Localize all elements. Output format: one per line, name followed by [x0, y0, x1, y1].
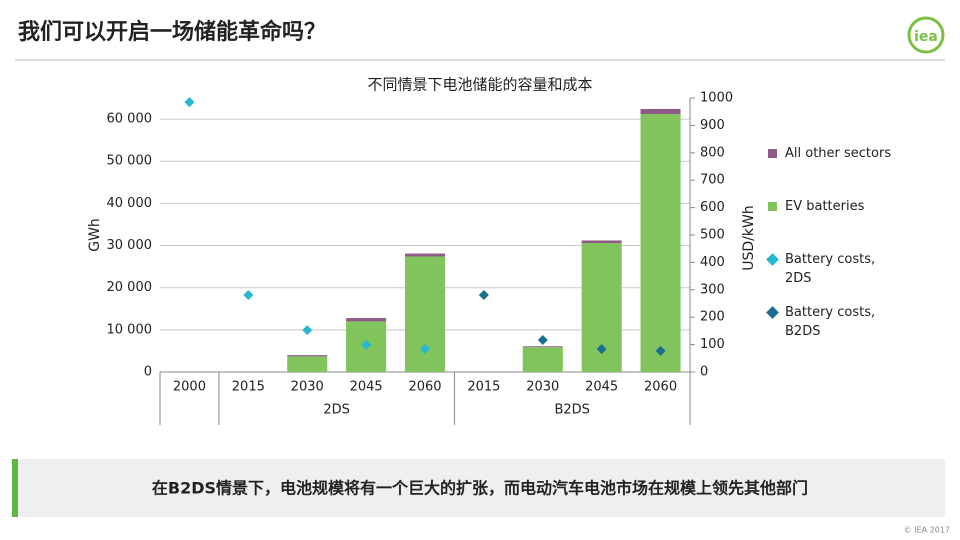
legend-label: Battery costs, B2DS: [785, 305, 876, 339]
cost-marker: [243, 290, 254, 301]
logo-ring: [907, 16, 945, 54]
bar: [404, 253, 446, 257]
bar: [346, 318, 387, 322]
y2-tick-label: 0: [700, 365, 708, 380]
legend-label: All other sectors: [785, 146, 892, 161]
copyright: © IEA 2017: [904, 526, 950, 535]
y2-tick-label: 200: [700, 310, 725, 325]
y2-tick-label: 500: [700, 228, 725, 243]
y2-tick-label: 600: [700, 200, 725, 215]
x-tick-label: 2030: [526, 380, 559, 395]
y2-tick-label: 700: [700, 173, 725, 188]
legend-label: Battery costs, 2DS: [785, 252, 876, 286]
y2-tick-label: 400: [700, 255, 725, 270]
legend-label: EV batteries: [785, 199, 865, 214]
y2-tick-label: 1000: [700, 91, 733, 106]
bar: [640, 108, 681, 115]
cost-marker: [184, 97, 195, 108]
y-tick-label: 50 000: [107, 154, 153, 169]
cost-marker: [302, 325, 313, 336]
x-tick-label: 2045: [350, 380, 383, 395]
bar: [287, 355, 328, 357]
cost-marker: [361, 339, 372, 350]
y2-tick-label: 900: [700, 118, 725, 133]
group-label: B2DS: [554, 403, 589, 418]
y2-tick-label: 800: [700, 145, 725, 160]
y-tick-label: 20 000: [107, 280, 153, 295]
x-tick-label: 2060: [408, 380, 441, 395]
y2-tick-label: 300: [700, 282, 725, 297]
y-tick-label: 10 000: [107, 322, 153, 337]
x-tick-label: 2015: [467, 380, 500, 395]
cost-marker: [478, 290, 489, 301]
bar: [287, 356, 328, 372]
group-label: 2DS: [323, 403, 350, 418]
cost-marker: [596, 343, 607, 354]
slide-title: 我们可以开启一场储能革命吗？: [18, 19, 326, 45]
y-tick-label: 40 000: [107, 196, 153, 211]
banner-text: 在B2DS情景下，电池规模将有一个巨大的扩张，而电动汽车电池市场在规模上领先其他…: [152, 479, 808, 498]
cost-marker: [537, 334, 548, 345]
x-tick-label: 2045: [585, 380, 618, 395]
legend-swatch: [768, 202, 777, 211]
y-axis-title: GWh: [87, 218, 103, 252]
bar: [581, 240, 622, 244]
bar: [404, 256, 446, 372]
y2-tick-label: 100: [700, 337, 725, 352]
x-tick-label: 2060: [644, 380, 677, 395]
cost-marker: [420, 343, 430, 354]
y2-axis-title: USD/kWh: [741, 205, 757, 270]
bar: [522, 346, 563, 348]
y-tick-label: 0: [144, 365, 152, 380]
x-tick-label: 2030: [291, 380, 324, 395]
cost-marker: [655, 345, 666, 356]
chart-title: 不同情景下电池储能的容量和成本: [367, 76, 592, 94]
bar: [640, 114, 681, 372]
banner-box: [12, 459, 945, 517]
logo: iea: [914, 29, 938, 45]
y-tick-label: 60 000: [107, 112, 153, 127]
legend-swatch: [768, 149, 777, 158]
x-tick-label: 2015: [232, 380, 265, 395]
banner-accent: [12, 459, 18, 517]
y-tick-label: 30 000: [107, 238, 153, 253]
x-tick-label: 2000: [173, 380, 206, 395]
bar: [522, 347, 563, 372]
